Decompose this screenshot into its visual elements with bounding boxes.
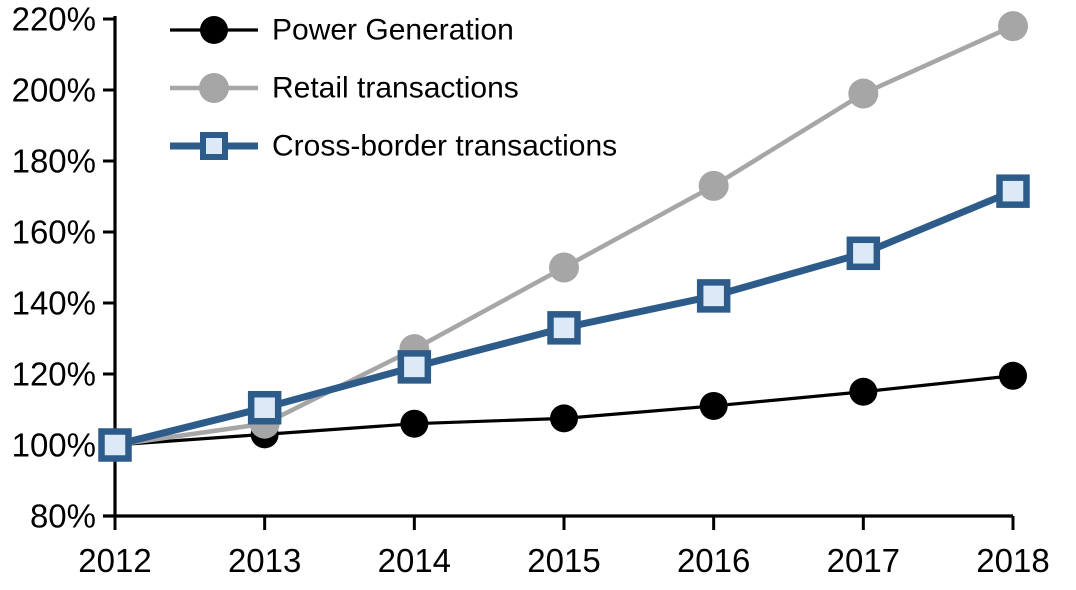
legend-marker-circle-icon bbox=[199, 73, 229, 103]
y-tick-label: 100% bbox=[12, 427, 96, 464]
legend-label: Cross-border transactions bbox=[272, 130, 617, 163]
x-tick-label: 2015 bbox=[527, 542, 600, 579]
data-point-retail-transactions bbox=[848, 78, 879, 109]
data-point-power-generation bbox=[699, 391, 728, 420]
data-point-power-generation bbox=[400, 409, 429, 438]
y-tick-label: 220% bbox=[12, 1, 96, 38]
x-tick-label: 2017 bbox=[827, 542, 900, 579]
data-point-retail-transactions bbox=[549, 252, 579, 283]
x-tick-label: 2014 bbox=[378, 542, 451, 579]
x-tick-label: 2012 bbox=[78, 542, 151, 579]
y-tick-label: 200% bbox=[12, 72, 96, 109]
y-tick-label: 140% bbox=[12, 285, 96, 322]
legend-item-power-generation: Power Generation bbox=[170, 14, 514, 47]
data-point-cross-border-transactions bbox=[397, 350, 432, 384]
data-point-cross-border-transactions bbox=[846, 236, 881, 271]
y-tick-label: 120% bbox=[12, 356, 96, 393]
data-point-power-generation bbox=[999, 361, 1027, 390]
data-point-cross-border-transactions bbox=[547, 311, 581, 345]
legend-item-cross-border-transactions: Cross-border transactions bbox=[170, 130, 617, 163]
y-tick-label: 180% bbox=[12, 143, 96, 180]
legend-label: Retail transactions bbox=[272, 72, 519, 105]
x-tick-label: 2016 bbox=[677, 542, 750, 579]
legend-marker-square-icon bbox=[200, 132, 228, 160]
data-point-power-generation bbox=[849, 377, 878, 406]
y-tick-label: 80% bbox=[30, 498, 96, 535]
data-point-retail-transactions bbox=[698, 170, 729, 201]
y-tick-label: 160% bbox=[12, 214, 96, 251]
data-point-power-generation bbox=[550, 404, 578, 433]
data-point-retail-transactions bbox=[998, 11, 1028, 42]
data-point-cross-border-transactions bbox=[247, 390, 282, 425]
legend-item-retail-transactions: Retail transactions bbox=[170, 72, 519, 105]
x-tick-label: 2013 bbox=[228, 542, 301, 579]
data-point-cross-border-transactions bbox=[98, 428, 132, 462]
data-point-cross-border-transactions bbox=[696, 279, 731, 313]
data-point-cross-border-transactions bbox=[996, 174, 1030, 208]
legend-label: Power Generation bbox=[272, 14, 514, 47]
x-tick-label: 2018 bbox=[976, 542, 1049, 579]
legend-marker-circle-icon bbox=[200, 16, 228, 44]
